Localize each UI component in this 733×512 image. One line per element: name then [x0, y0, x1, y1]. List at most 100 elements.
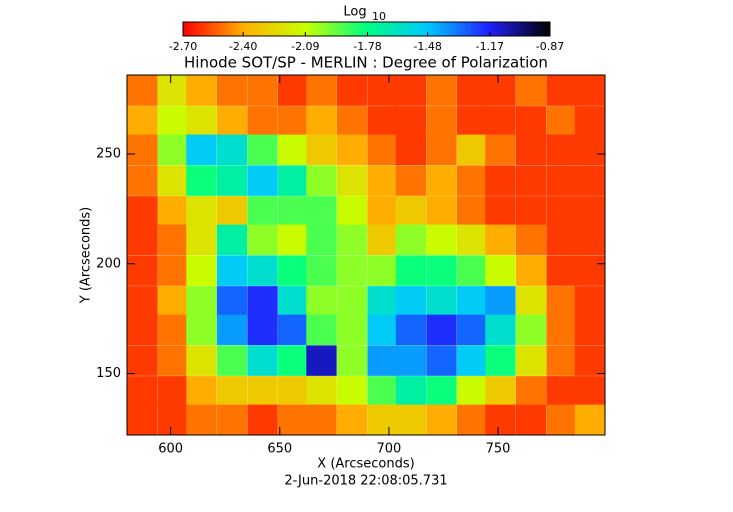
heatmap-cell — [485, 75, 516, 106]
heatmap-cell — [546, 345, 577, 376]
heatmap-cell — [277, 345, 309, 376]
heatmap-cell — [574, 314, 606, 346]
heatmap-cell — [277, 196, 309, 227]
heatmap-cell — [216, 314, 248, 346]
heatmap-cell — [546, 314, 577, 346]
heatmap-cell — [306, 376, 337, 407]
colorbar-tick-label: -2.09 — [291, 40, 319, 53]
heatmap-cell — [247, 134, 278, 166]
heatmap-cell — [336, 196, 368, 227]
heatmap-cell — [426, 314, 457, 346]
heatmap-cell — [336, 75, 368, 106]
heatmap-cell — [157, 106, 189, 137]
heatmap-cell — [546, 75, 577, 106]
heatmap-cell — [186, 224, 217, 256]
heatmap-cell — [216, 404, 248, 436]
heatmap-cell — [426, 75, 457, 106]
x-tick-label: 750 — [486, 442, 511, 457]
heatmap-cell — [485, 165, 516, 196]
heatmap-cell — [306, 134, 337, 166]
heatmap-cell — [546, 106, 577, 137]
heatmap-cell — [515, 404, 547, 436]
heatmap-cell — [216, 106, 248, 137]
heatmap-cell — [247, 196, 278, 227]
heatmap-cell — [277, 255, 309, 286]
heatmap-cell — [485, 224, 516, 256]
heatmap-cell — [247, 165, 278, 196]
colorbar-tick-label: -1.17 — [476, 40, 504, 53]
heatmap-cell — [395, 345, 427, 376]
heatmap-cell — [277, 286, 309, 317]
heatmap-cell — [367, 255, 398, 286]
heatmap-cell — [127, 345, 158, 376]
heatmap-cell — [277, 75, 309, 106]
heatmap-cell — [247, 255, 278, 286]
heatmap-cell — [426, 376, 457, 407]
heatmap-cell — [186, 314, 217, 346]
heatmap-cell — [247, 224, 278, 256]
heatmap-cell — [546, 404, 577, 436]
heatmap-cell — [186, 134, 217, 166]
heatmap-cell — [426, 345, 457, 376]
heatmap-cell — [485, 196, 516, 227]
heatmap-cell — [574, 376, 606, 407]
heatmap-cell — [186, 404, 217, 436]
heatmap-cell — [574, 345, 606, 376]
heatmap-cell — [456, 106, 488, 137]
heatmap-cell — [485, 345, 516, 376]
heatmap-cell — [395, 134, 427, 166]
heatmap-cell — [216, 376, 248, 407]
heatmap-cell — [277, 376, 309, 407]
heatmap-cell — [336, 286, 368, 317]
heatmap-cell — [426, 106, 457, 137]
heatmap-cell — [186, 255, 217, 286]
heatmap-cell — [574, 106, 606, 137]
heatmap-cell — [216, 255, 248, 286]
y-tick-label: 250 — [96, 147, 121, 162]
heatmap-cell — [515, 196, 547, 227]
heatmap-cell — [456, 286, 488, 317]
heatmap-cell — [456, 345, 488, 376]
heatmap-cell — [306, 196, 337, 227]
heatmap-cell — [247, 376, 278, 407]
heatmap-cell — [127, 106, 158, 137]
heatmap-cell — [485, 106, 516, 137]
colorbar-label: Log — [343, 5, 366, 20]
heatmap-cell — [157, 345, 189, 376]
heatmap-cell — [515, 224, 547, 256]
heatmap-cell — [186, 286, 217, 317]
colorbar-tick-label: -1.48 — [413, 40, 441, 53]
heatmap-cell — [485, 255, 516, 286]
x-axis-label: X (Arcseconds) — [317, 457, 414, 472]
heatmap-cell — [186, 165, 217, 196]
heatmap-cell — [485, 404, 516, 436]
heatmap-cell — [277, 134, 309, 166]
heatmap-cell — [485, 134, 516, 166]
heatmap-cell — [216, 75, 248, 106]
heatmap-cell — [336, 224, 368, 256]
heatmap-cell — [574, 404, 606, 436]
heatmap-cell — [485, 314, 516, 346]
heatmap-cell — [277, 165, 309, 196]
heatmap-cell — [456, 224, 488, 256]
heatmap-cell — [456, 165, 488, 196]
heatmap-cell — [127, 404, 158, 436]
heatmap-cell — [426, 134, 457, 166]
heatmap-cell — [456, 75, 488, 106]
heatmap-cell — [247, 314, 278, 346]
heatmap-cell — [157, 286, 189, 317]
heatmap-cell — [216, 196, 248, 227]
heatmap-cell — [336, 345, 368, 376]
timestamp: 2-Jun-2018 22:08:05.731 — [284, 474, 447, 489]
heatmap-cell — [574, 75, 606, 106]
heatmap-cell — [216, 286, 248, 317]
heatmap-cell — [127, 75, 158, 106]
heatmap-cell — [515, 134, 547, 166]
heatmap-cell — [127, 286, 158, 317]
heatmap-cell — [395, 196, 427, 227]
heatmap-cell — [157, 75, 189, 106]
heatmap-cell — [367, 376, 398, 407]
heatmap-cell — [157, 196, 189, 227]
heatmap-cell — [157, 404, 189, 436]
chart-title: Hinode SOT/SP - MERLIN : Degree of Polar… — [184, 54, 548, 72]
